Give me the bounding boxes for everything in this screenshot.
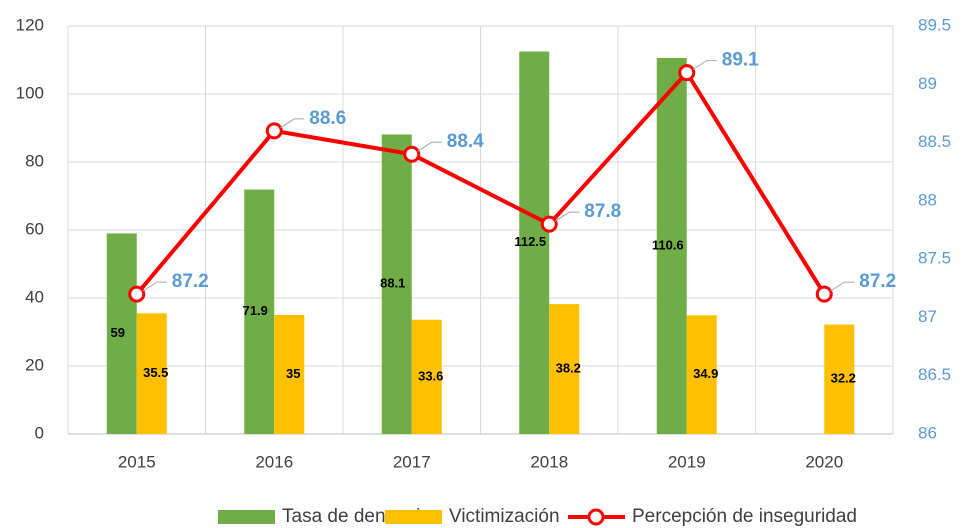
bar [656,57,687,435]
legend-label: Percepción de inseguridad [632,506,857,527]
y-tick-label: 120 [16,15,44,34]
data-label: 59 [111,325,125,340]
data-label: 34.9 [693,366,718,381]
data-label: 33.6 [418,368,443,383]
y2-tick-label: 89.5 [918,15,951,34]
marker [540,215,558,233]
bar [106,233,137,434]
legend-swatch [218,510,275,524]
leader-line [692,60,717,71]
data-label: 87.2 [172,271,209,292]
data-label: 35 [286,366,300,381]
data-label: 112.5 [514,234,546,249]
x-tick-label: 2016 [255,452,293,471]
bar [381,134,412,434]
leader-line [829,281,855,292]
data-label: 88.4 [447,131,484,152]
data-label: 110.6 [652,237,684,252]
leader-line [142,281,167,292]
legend-label: Victimización [449,506,560,527]
bar [244,189,275,434]
bar [136,313,167,434]
bar [274,315,305,434]
y-tick-label: 20 [25,355,44,374]
marker [403,145,421,163]
y-tick-label: 60 [25,219,44,238]
marker [678,64,696,82]
y-tick-label: 40 [25,287,44,306]
data-label: 35.5 [143,365,168,380]
x-tick-label: 2019 [668,452,706,471]
y-tick-label: 80 [25,151,44,170]
leader-line [279,118,305,129]
data-label: 71.9 [243,303,268,318]
data-label: 88.6 [309,108,346,129]
leader-line [554,211,580,222]
data-label: 38.2 [556,360,581,375]
y2-tick-label: 89 [918,74,937,93]
bar [519,51,550,434]
x-tick-label: 2015 [118,452,156,471]
marker [265,122,283,140]
data-label: 88.1 [380,276,405,291]
y2-tick-label: 88 [918,190,937,209]
y2-tick-label: 86 [918,423,937,442]
data-label: 32.2 [831,371,856,386]
legend-marker [587,508,605,526]
y2-tick-label: 87.5 [918,249,951,268]
y2-tick-label: 86.5 [918,365,951,384]
bar [411,319,442,434]
marker [128,285,146,303]
x-tick-label: 2018 [530,452,568,471]
bar [549,304,580,434]
line [135,69,826,296]
y-tick-label: 100 [16,83,44,102]
marker [815,285,833,303]
leader-line [417,141,442,152]
data-label: 87.2 [859,271,896,292]
data-label: 89.1 [722,50,759,71]
bar [686,315,717,434]
y2-tick-label: 88.5 [918,132,951,151]
legend-swatch [385,510,442,524]
y-tick-label: 0 [35,423,44,442]
bar [824,324,855,434]
y2-tick-label: 87 [918,307,937,326]
x-tick-label: 2020 [805,452,843,471]
x-tick-label: 2017 [393,452,431,471]
data-label: 87.8 [584,201,621,222]
